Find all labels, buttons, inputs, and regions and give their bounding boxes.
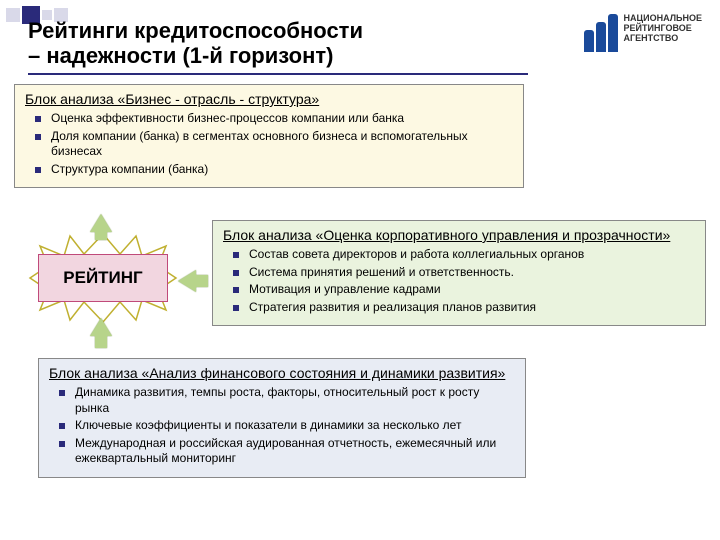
block-b-list: Состав совета директоров и работа коллег… [223, 247, 695, 315]
list-item: Структура компании (банка) [25, 162, 513, 178]
block-title: Блок анализа «Оценка корпоративного упра… [223, 227, 695, 243]
analysis-block-governance: Блок анализа «Оценка корпоративного упра… [212, 220, 706, 326]
list-item: Мотивация и управление кадрами [223, 282, 695, 298]
logo-line3: АГЕНТСТВО [624, 34, 702, 44]
list-item: Состав совета директоров и работа коллег… [223, 247, 695, 263]
logo-bars-icon [584, 14, 618, 52]
block-a-list: Оценка эффективности бизнес-процессов ко… [25, 111, 513, 177]
rating-box: РЕЙТИНГ [38, 254, 168, 302]
list-item: Доля компании (банка) в сегментах основн… [25, 129, 513, 160]
list-item: Ключевые коэффициенты и показатели в дин… [49, 418, 515, 434]
analysis-block-business: Блок анализа «Бизнес - отрасль - структу… [14, 84, 524, 188]
agency-logo: НАЦИОНАЛЬНОЕ РЕЙТИНГОВОЕ АГЕНТСТВО [584, 14, 702, 52]
list-item: Стратегия развития и реализация планов р… [223, 300, 695, 316]
arrow-up-icon [90, 214, 112, 232]
block-title: Блок анализа «Бизнес - отрасль - структу… [25, 91, 513, 107]
list-item: Оценка эффективности бизнес-процессов ко… [25, 111, 513, 127]
list-item: Динамика развития, темпы роста, факторы,… [49, 385, 515, 416]
arrow-up-from-bottom-icon [90, 318, 112, 336]
analysis-block-financial: Блок анализа «Анализ финансового состоян… [38, 358, 526, 478]
deco-square [6, 8, 20, 22]
block-c-list: Динамика развития, темпы роста, факторы,… [49, 385, 515, 467]
arrow-left-icon [178, 270, 196, 292]
list-item: Международная и российская аудированная … [49, 436, 515, 467]
list-item: Система принятия решений и ответственнос… [223, 265, 695, 281]
title-line2: – надежности (1-й горизонт) [28, 43, 528, 68]
block-title: Блок анализа «Анализ финансового состоян… [49, 365, 515, 381]
rating-label: РЕЙТИНГ [63, 268, 142, 288]
logo-text: НАЦИОНАЛЬНОЕ РЕЙТИНГОВОЕ АГЕНТСТВО [624, 14, 702, 44]
slide-title: Рейтинги кредитоспособности – надежности… [28, 18, 528, 75]
title-line1: Рейтинги кредитоспособности [28, 18, 528, 43]
